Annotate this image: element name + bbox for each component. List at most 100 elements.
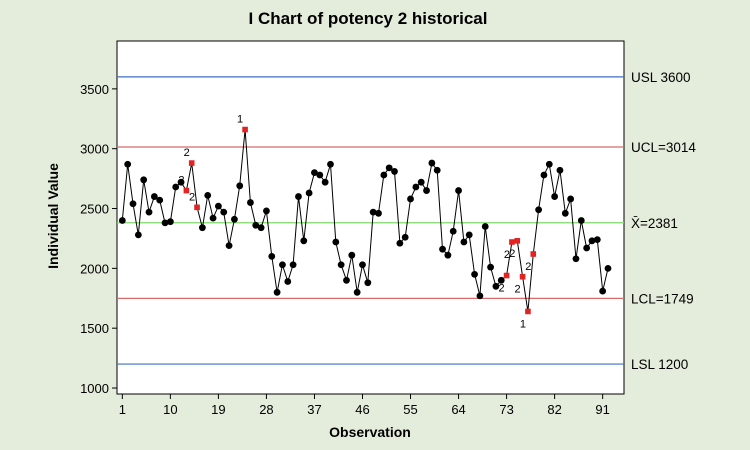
data-point-68 [476,292,484,300]
data-point-34 [295,193,302,200]
data-point-54 [401,233,409,241]
data-point-89 [588,237,596,245]
flag-label-24: 1 [237,114,243,126]
data-point-20 [220,208,228,216]
data-point-57 [417,178,425,186]
y-tick-label-2000: 2000 [80,261,109,276]
data-point-85 [567,195,575,203]
x-tick-label-64: 64 [451,402,465,417]
data-point-58 [423,187,430,194]
x-tick-label-46: 46 [355,402,369,417]
data-point-44 [348,251,356,259]
flag-label-15: 2 [189,191,195,203]
x-axis-label: Observation [329,424,411,440]
data-point-88 [583,244,591,252]
data-point-62 [444,251,452,259]
flagged-point-77 [525,308,531,315]
y-tick-label-1500: 1500 [80,321,109,336]
data-point-28 [263,207,270,215]
flag-label-78: 2 [525,261,531,273]
data-point-51 [385,164,393,172]
reference-label-0: USL 3600 [631,70,691,85]
data-point-4 [134,231,142,239]
data-point-36 [305,189,313,197]
data-point-42 [337,261,345,269]
data-point-72 [497,276,505,284]
data-points [118,126,612,315]
data-point-38 [316,171,324,179]
x-tick-label-91: 91 [595,402,609,417]
data-point-61 [439,245,446,253]
data-point-49 [375,209,382,217]
data-point-11 [172,183,180,191]
data-point-90 [593,236,601,244]
data-point-91 [599,287,607,295]
data-point-59 [428,159,436,167]
data-point-31 [279,261,286,269]
chart-title: I Chart of potency 2 historical [249,9,488,28]
flag-label-74: 2 [504,249,510,261]
x-tick-label-82: 82 [547,402,561,417]
data-point-70 [487,263,494,271]
flag-label-76: 2 [515,284,521,296]
data-point-30 [273,288,281,296]
data-point-63 [449,227,457,235]
x-tick-label-28: 28 [259,402,273,417]
data-point-6 [145,208,153,216]
data-point-21 [225,242,233,250]
flagged-point-73 [503,272,510,279]
data-point-84 [561,209,569,217]
data-point-22 [231,215,238,223]
data-point-5 [140,176,148,184]
data-point-29 [268,252,276,260]
data-point-66 [465,231,473,239]
data-point-82 [551,193,559,200]
flagged-point-75 [514,238,521,244]
data-point-53 [396,239,404,247]
x-tick-label-55: 55 [403,402,417,417]
data-point-64 [455,187,462,194]
x-tick-label-10: 10 [163,402,177,417]
flagged-point-13 [183,187,190,194]
x-tick-label-19: 19 [211,402,225,417]
data-point-19 [215,202,222,210]
data-point-86 [572,255,580,263]
data-point-23 [236,182,244,190]
x-tick-label-1: 1 [119,402,126,417]
data-point-27 [257,224,265,232]
series-line [121,129,609,312]
data-point-9 [161,219,169,227]
reference-label-4: LSL 1200 [631,357,688,372]
reference-label-1: UCL=3014 [631,140,696,155]
flag-label-13: 2 [178,175,184,187]
data-point-3 [129,200,137,208]
data-point-48 [369,208,377,216]
data-point-18 [209,214,217,222]
data-point-79 [535,206,543,214]
data-point-47 [364,279,372,287]
data-point-80 [540,171,548,179]
x-tick-label-73: 73 [499,402,513,417]
data-point-26 [252,221,260,229]
flagged-point-78 [530,251,537,257]
flagged-point-76 [519,273,526,280]
data-point-69 [481,223,489,230]
data-point-16 [198,224,206,232]
y-axis: 1000 1500 2000 2500 3000 3500 [80,82,117,396]
data-point-33 [289,261,297,269]
data-point-2 [124,160,132,168]
x-tick-label-37: 37 [307,402,321,417]
data-point-1 [118,217,126,224]
data-point-39 [321,178,329,186]
data-point-52 [391,168,398,175]
data-point-71 [492,282,500,290]
data-point-50 [380,171,388,179]
flag-label-75: 2 [509,248,515,260]
series-line-group [121,129,609,312]
data-point-41 [332,238,340,246]
plot-area [116,40,625,395]
data-point-32 [284,278,292,285]
data-point-10 [166,218,174,226]
y-axis-label: Individual Value [45,163,61,269]
